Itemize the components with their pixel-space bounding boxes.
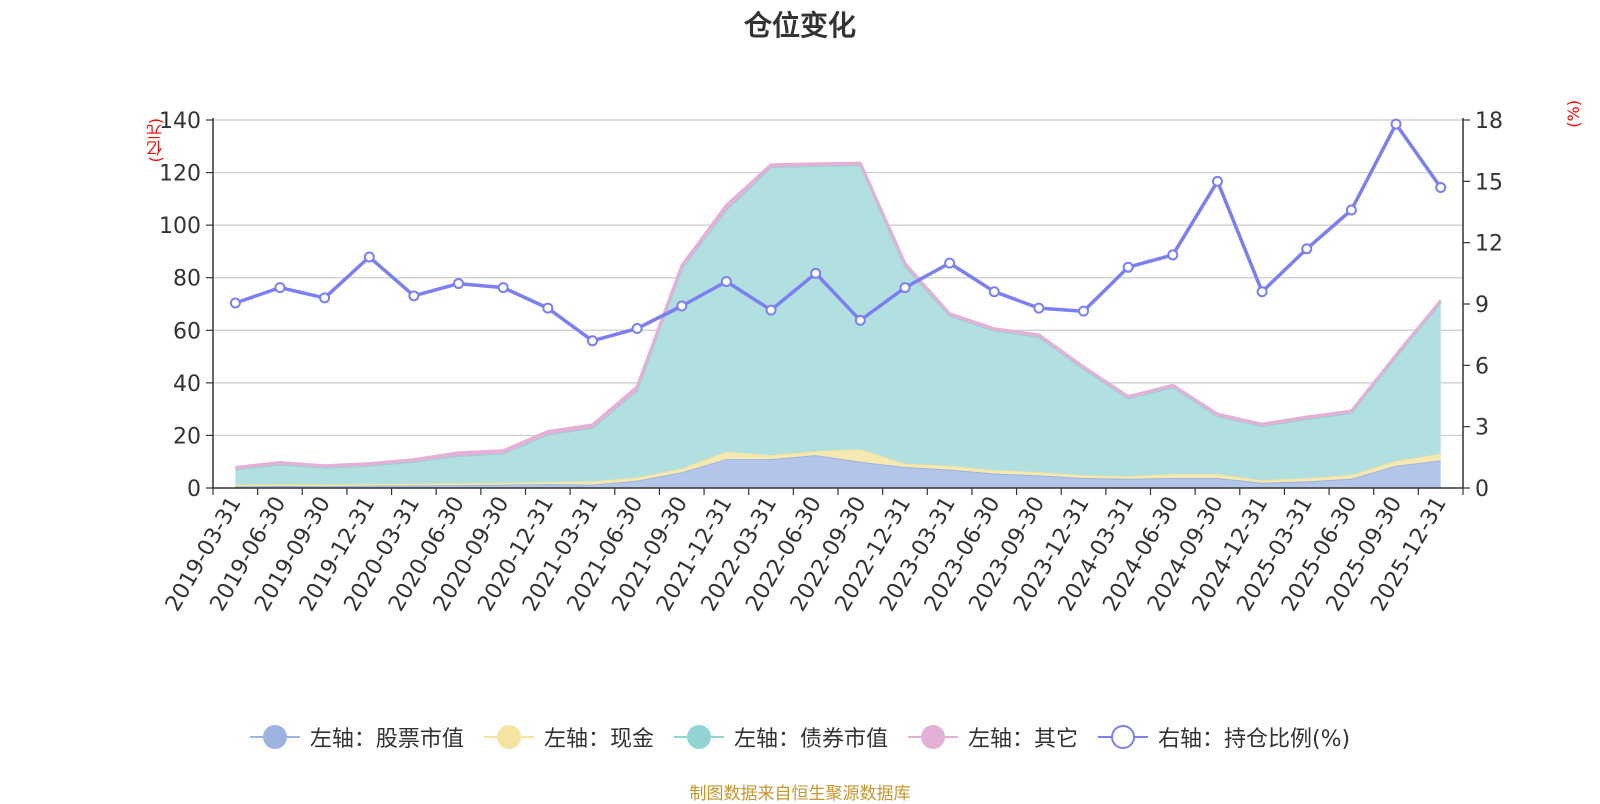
ratio-point (676, 300, 688, 312)
right-tick-label: 9 (1475, 293, 1489, 318)
legend-bond-icon (673, 724, 724, 750)
ratio-point (765, 304, 777, 316)
ratio-point (229, 297, 241, 309)
ratio-point (1301, 243, 1313, 255)
ratio-point (944, 257, 956, 269)
legend-ratio-icon (1097, 724, 1148, 750)
left-tick-label: 80 (173, 267, 201, 292)
right-tick-label: 6 (1475, 354, 1489, 379)
left-tick-label: 100 (159, 214, 201, 239)
ratio-point (1167, 249, 1179, 261)
legend-ratio-label: 右轴：持仓比例(%) (1157, 727, 1351, 752)
ratio-point (720, 276, 732, 288)
left-tick-label: 140 (159, 109, 201, 134)
legend-bond-label: 左轴：债券市值 (733, 727, 888, 752)
left-tick-label: 40 (173, 372, 201, 397)
ratio-point (319, 292, 331, 304)
ratio-point (1078, 305, 1090, 317)
ratio-point (854, 314, 866, 326)
area-cash (235, 449, 1441, 487)
ratio-point (497, 282, 509, 294)
ratio-point (1122, 261, 1134, 273)
legend-item-ratio[interactable]: 右轴：持仓比例(%) (1097, 721, 1351, 753)
ratio-point (1390, 118, 1402, 130)
ratio-point (988, 286, 1000, 298)
area-stock (235, 455, 1441, 488)
left-axis-unit: (亿元) (146, 118, 165, 163)
ratio-point (1256, 286, 1268, 298)
legend-stock-label: 左轴：股票市值 (309, 727, 464, 752)
legend-cash-label: 左轴：现金 (543, 727, 654, 752)
area-layers (235, 161, 1442, 488)
left-tick-label: 0 (187, 477, 201, 502)
legend-item-cash[interactable]: 左轴：现金 (483, 721, 654, 753)
legend-other-icon (907, 724, 958, 750)
ratio-point (586, 335, 598, 347)
ratio-point (810, 267, 822, 279)
right-tick-label: 3 (1475, 416, 1489, 441)
chart-title: 仓位变化 (743, 9, 856, 42)
ratio-point (363, 251, 375, 263)
ratio-point (1435, 181, 1447, 193)
legend-item-other[interactable]: 左轴：其它 (907, 721, 1078, 753)
source-note: 制图数据来自恒生聚源数据库 (689, 784, 911, 804)
legend-item-stock[interactable]: 左轴：股票市值 (249, 721, 464, 753)
right-tick-label: 12 (1475, 232, 1503, 257)
ratio-point (1033, 302, 1045, 314)
ratio-series (229, 118, 1447, 347)
ratio-point (542, 302, 554, 314)
right-tick-label: 15 (1475, 170, 1503, 195)
ratio-point (1345, 204, 1357, 216)
right-tick-label: 18 (1475, 109, 1503, 134)
ratio-point (408, 290, 420, 302)
legend-other-label: 左轴：其它 (967, 727, 1078, 752)
legend-stock-icon (249, 724, 300, 750)
ratio-point (899, 282, 911, 294)
left-tick-label: 120 (159, 162, 201, 187)
area-line-other (235, 161, 1442, 469)
legend: 左轴：股票市值 左轴：现金 左轴：债券市值 左轴：其它 右轴：持仓比例(%) (0, 721, 1600, 753)
ratio-point (1211, 175, 1223, 187)
left-tick-label: 60 (173, 319, 201, 344)
right-tick-label: 0 (1475, 477, 1489, 502)
ratio-line (234, 122, 1443, 343)
left-tick-label: 20 (173, 424, 201, 449)
area-bond (235, 165, 1441, 485)
ratio-point (453, 278, 465, 290)
right-axis-unit: (%) (1564, 100, 1583, 128)
legend-item-bond[interactable]: 左轴：债券市值 (673, 721, 888, 753)
ratio-point (631, 323, 643, 335)
legend-cash-icon (483, 724, 534, 750)
ratio-point (274, 282, 286, 294)
